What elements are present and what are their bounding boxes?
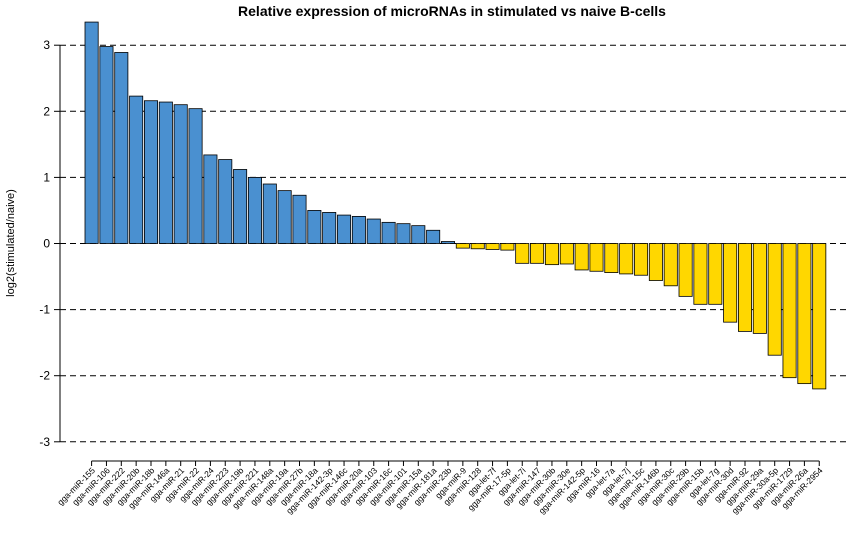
bar: [114, 52, 129, 244]
chart-title: Relative expression of microRNAs in stim…: [238, 3, 666, 19]
axes: -3 -2 -1 0 1 2 3: [39, 38, 820, 466]
bar: [99, 46, 114, 244]
bar: [515, 243, 530, 264]
bar: [233, 169, 248, 244]
bar: [440, 241, 455, 244]
bar: [648, 243, 663, 281]
bar: [307, 210, 322, 244]
bar: [381, 221, 396, 244]
y-tick-label: -1: [39, 303, 50, 317]
bar: [84, 21, 99, 244]
y-tick-label: -3: [39, 435, 50, 449]
bar: [767, 243, 782, 356]
bar: [262, 183, 277, 244]
bar: [218, 159, 233, 244]
bar: [143, 100, 158, 244]
bar: [693, 243, 708, 305]
bar: [589, 243, 604, 272]
bar: [723, 243, 738, 323]
bar: [411, 225, 426, 244]
bar: [559, 243, 574, 265]
bar: [173, 104, 188, 244]
bar: [322, 212, 337, 244]
y-tick-label: 3: [43, 38, 50, 52]
bar: [663, 243, 678, 287]
bar: [574, 243, 589, 271]
bar: [396, 223, 411, 244]
bar: [530, 243, 545, 264]
bar: [782, 243, 797, 379]
bar: [129, 95, 144, 244]
bar: [500, 243, 515, 251]
x-tick-labels: gga-miR-155gga-miR-106gga-miR-222gga-miR…: [55, 465, 825, 516]
bar: [544, 243, 559, 266]
bar: [203, 154, 218, 244]
bar: [634, 243, 649, 276]
bar: [797, 243, 812, 385]
bar: [470, 243, 485, 250]
bar: [455, 243, 470, 249]
bar: [604, 243, 619, 273]
bar: [678, 243, 693, 297]
bar: [426, 229, 441, 244]
bar: [277, 190, 292, 244]
bar: [619, 243, 634, 275]
bar: [708, 243, 723, 305]
y-tick-label: -2: [39, 369, 50, 383]
bar: [351, 215, 366, 244]
y-tick-label: 1: [43, 170, 50, 184]
bar: [337, 214, 352, 244]
bar: [738, 243, 753, 332]
bar: [752, 243, 767, 334]
bar: [812, 243, 827, 390]
y-axis-label: log2(stimulated/naive): [5, 189, 17, 297]
y-tick-label: 0: [43, 237, 50, 251]
bar: [247, 176, 262, 244]
bar: [158, 101, 173, 244]
bar: [188, 108, 203, 244]
bar: [366, 218, 381, 244]
bar: [485, 243, 500, 250]
bar: [292, 194, 307, 244]
bars: [84, 21, 827, 390]
y-tick-label: 2: [43, 104, 50, 118]
